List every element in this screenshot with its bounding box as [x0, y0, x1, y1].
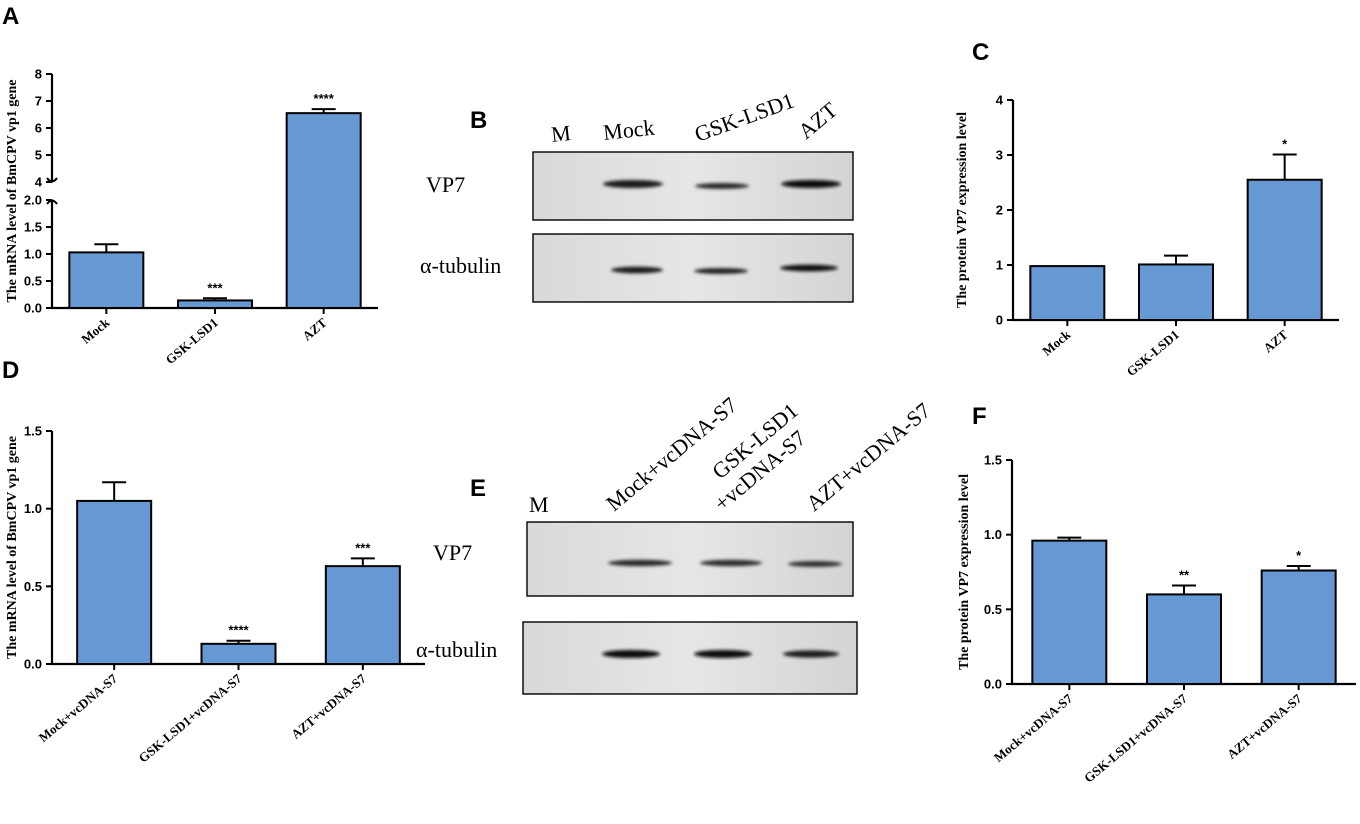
chart-c-bar-0 — [1029, 265, 1106, 322]
blot-b-tubulin-band-gsk — [694, 268, 748, 274]
chart-c-y-axis-title: The protein VP7 expression level — [955, 112, 970, 308]
chart-a-y-tick-label: 0.5 — [24, 274, 42, 289]
panel-label-f: F — [972, 403, 987, 430]
blot-e-tubulin-band-gsk — [694, 650, 752, 658]
chart-d-y-tick-label: 1.0 — [24, 501, 42, 516]
chart-f-significance-2: * — [1296, 548, 1302, 563]
chart-c-category-label-0: Mock — [1039, 326, 1074, 358]
chart-f-y-tick-label: 1.0 — [984, 527, 1002, 542]
blot-e-row-tubulin: α-tubulin — [416, 637, 497, 662]
blot-b-vp7-band-gsk — [695, 183, 749, 189]
panel-label-d: D — [2, 357, 19, 384]
western-blot-e: M Mock+vcDNA-S7 GSK-LSD1 +vcDNA-S7 AZT+v… — [416, 392, 935, 695]
blot-e-vp7-band-gsk — [700, 559, 762, 567]
chart-f-category-label-1: GSK-LSD1+vcDNA-S7 — [1081, 690, 1190, 785]
blot-b-tubulin-band-mock — [611, 266, 663, 274]
blot-b-lane-azt: AZT — [793, 97, 842, 144]
blot-e-lane-m: M — [529, 492, 549, 517]
blot-b-tubulin-band-azt — [780, 264, 838, 272]
panel-label-e: E — [470, 475, 486, 502]
chart-d-y-tick-label: 0.0 — [24, 657, 42, 672]
blot-b-lane-m: M — [550, 120, 572, 147]
chart-d-significance-2: *** — [355, 540, 371, 555]
chart-a: 0.0 0.5 1.0 1.5 2.0 4 5 6 7 8 The mRNA level of Bm… — [5, 67, 378, 367]
chart-d-category-label-0: Mock+vcDNA-S7 — [36, 670, 121, 745]
chart-d-y-tick-label: 0.5 — [24, 579, 42, 594]
chart-a-y-tick-label: 4 — [35, 175, 43, 190]
chart-c: 0 1 2 3 4 The protein VP7 expression level Moc… — [955, 93, 1339, 379]
chart-d-bar-0 — [76, 499, 153, 665]
chart-f-y-tick-label: 0.0 — [984, 677, 1002, 692]
chart-d-y-axis-title: The mRNA level of BmCPV vp1 gene — [5, 436, 20, 659]
panel-label-b: B — [470, 107, 487, 134]
chart-a-y-tick-label: 5 — [35, 148, 42, 163]
blot-b-vp7-band-mock — [603, 180, 663, 188]
chart-d-significance-1: **** — [228, 623, 249, 638]
chart-a-y-tick-label: 6 — [35, 121, 42, 136]
chart-c-y-tick-label: 0 — [996, 313, 1003, 328]
chart-a-category-label-0: Mock — [78, 314, 113, 346]
chart-a-category-label-2: AZT — [299, 315, 329, 344]
chart-d-category-label-2: AZT+vcDNA-S7 — [288, 670, 369, 741]
blot-e-tubulin-band-mock — [602, 650, 660, 658]
chart-f-bar-0 — [1031, 539, 1108, 686]
chart-f-y-tick-label: 1.5 — [984, 453, 1002, 468]
chart-a-y-tick-label: 1.0 — [24, 247, 42, 262]
chart-c-y-tick-label: 4 — [996, 93, 1004, 108]
chart-a-significance-1: *** — [207, 280, 223, 295]
chart-a-significance-2: **** — [314, 91, 335, 106]
panel-label-c: C — [972, 39, 989, 66]
blot-e-vp7-band-azt — [788, 561, 842, 567]
chart-a-bar-2 — [285, 112, 362, 310]
chart-c-y-tick-label: 3 — [996, 148, 1003, 163]
chart-d-category-label-1: GSK-LSD1+vcDNA-S7 — [136, 670, 245, 765]
blot-b-vp7-band-azt — [781, 180, 841, 188]
chart-c-significance-2: * — [1282, 136, 1288, 151]
chart-d: 0.0 0.5 1.0 1.5 The mRNA level of BmCPV vp1 … — [5, 424, 425, 766]
chart-d-bar-1 — [200, 642, 277, 665]
chart-c-bar-1 — [1138, 263, 1214, 322]
western-blot-b: M Mock GSK-LSD1 AZT VP7 α-tubulin — [420, 88, 854, 303]
chart-f-y-axis-title: The protein VP7 expression level — [957, 474, 972, 670]
chart-a-y-tick-label: 2.0 — [24, 193, 42, 208]
blot-e-vp7-membrane — [526, 521, 854, 597]
chart-d-bar-2 — [324, 565, 401, 666]
chart-f-category-label-0: Mock+vcDNA-S7 — [991, 690, 1076, 765]
blot-e-lane-azt: AZT+vcDNA-S7 — [801, 398, 935, 516]
blot-b-lane-mock: Mock — [602, 115, 656, 145]
chart-a-y-tick-label: 0.0 — [24, 301, 42, 316]
blot-e-vp7-band-mock — [608, 559, 672, 567]
blot-e-tubulin-band-azt — [783, 650, 839, 658]
chart-f-category-label-2: AZT+vcDNA-S7 — [1224, 690, 1305, 761]
chart-c-y-tick-label: 1 — [996, 258, 1003, 273]
chart-f-y-tick-label: 0.5 — [984, 602, 1002, 617]
chart-a-y-axis-title: The mRNA level of BmCPV vp1 gene — [5, 80, 20, 303]
blot-e-row-vp7: VP7 — [433, 540, 472, 565]
chart-a-bar-1 — [177, 299, 253, 310]
blot-b-row-tubulin: α-tubulin — [420, 253, 501, 278]
chart-c-y-tick-label: 2 — [996, 203, 1003, 218]
chart-f-significance-1: ** — [1179, 567, 1190, 582]
chart-c-category-label-1: GSK-LSD1 — [1124, 327, 1182, 379]
blot-e-tubulin-membrane — [522, 621, 858, 695]
blot-b-lane-gsk: GSK-LSD1 — [691, 88, 797, 147]
panel-label-a: A — [2, 3, 19, 30]
chart-a-y-tick-label: 1.5 — [24, 220, 42, 235]
chart-c-bar-2 — [1246, 178, 1323, 321]
chart-f: 0.0 0.5 1.0 1.5 The protein VP7 expression l… — [957, 453, 1356, 786]
chart-d-y-tick-label: 1.5 — [24, 424, 42, 439]
chart-f-bar-1 — [1146, 593, 1222, 686]
blot-b-row-vp7: VP7 — [426, 172, 465, 197]
chart-c-category-label-2: AZT — [1260, 327, 1290, 356]
chart-a-y-tick-label: 7 — [35, 94, 42, 109]
chart-f-bar-2 — [1260, 569, 1337, 685]
chart-a-category-label-1: GSK-LSD1 — [163, 315, 221, 367]
chart-a-bar-0 — [68, 251, 145, 310]
chart-a-y-tick-label: 8 — [35, 67, 42, 82]
